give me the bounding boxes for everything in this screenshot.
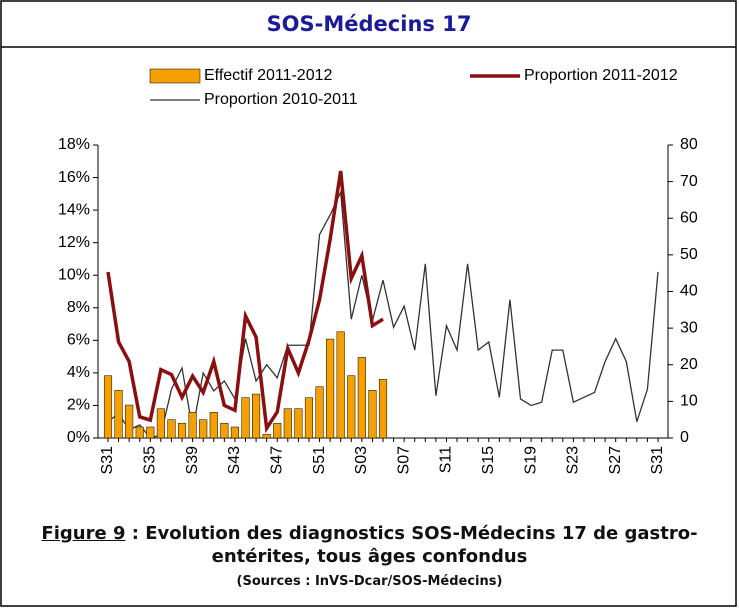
y-tick-label: 14% bbox=[58, 201, 90, 218]
bar bbox=[135, 426, 144, 439]
bar bbox=[188, 412, 197, 439]
bar bbox=[368, 390, 377, 439]
y-tick-label: 18% bbox=[58, 136, 90, 153]
y-tick-label: 4% bbox=[67, 364, 90, 381]
y2-tick-label: 30 bbox=[680, 319, 698, 336]
y-tick-label: 10% bbox=[58, 266, 90, 283]
x-tick-label: S07 bbox=[395, 446, 412, 475]
bar bbox=[167, 419, 176, 439]
legend-label: Effectif 2011-2012 bbox=[204, 67, 332, 84]
caption-text: : Evolution des diagnostics SOS-Médecins… bbox=[125, 523, 698, 567]
bar bbox=[114, 390, 123, 439]
y-tick-label: 16% bbox=[58, 169, 90, 186]
x-tick-label: S15 bbox=[480, 446, 497, 475]
bar bbox=[103, 375, 113, 439]
x-tick-label: S39 bbox=[184, 446, 201, 475]
bar bbox=[294, 408, 303, 439]
x-tick-label: S31 bbox=[99, 446, 116, 475]
caption-source: (Sources : InVS-Dcar/SOS-Médecins) bbox=[236, 574, 503, 589]
y2-tick-label: 10 bbox=[680, 393, 698, 410]
bar bbox=[378, 379, 388, 439]
bar bbox=[347, 375, 356, 439]
y-tick-label: 6% bbox=[67, 332, 90, 349]
line-series bbox=[107, 189, 659, 439]
y2-tick-label: 50 bbox=[680, 246, 698, 263]
x-tick-label: S43 bbox=[226, 446, 243, 475]
legend-swatch bbox=[149, 68, 201, 84]
y-tick-label: 0% bbox=[67, 429, 90, 446]
x-tick-label: S31 bbox=[649, 446, 666, 475]
bar bbox=[283, 408, 292, 439]
x-tick-label: S51 bbox=[311, 446, 328, 475]
bar bbox=[336, 331, 345, 439]
x-tick-label: S35 bbox=[142, 446, 159, 475]
x-tick-label: S03 bbox=[353, 446, 370, 475]
bar bbox=[273, 423, 282, 439]
x-tick-label: S47 bbox=[268, 446, 285, 475]
bar bbox=[220, 423, 229, 439]
y-tick-label: 12% bbox=[58, 234, 90, 251]
header-title: SOS-Médecins 17 bbox=[267, 12, 472, 36]
bar bbox=[177, 423, 187, 439]
bar bbox=[357, 357, 366, 439]
x-tick-label: S19 bbox=[522, 446, 539, 475]
y2-tick-label: 70 bbox=[680, 173, 698, 190]
bar bbox=[125, 404, 134, 439]
y2-tick-label: 60 bbox=[680, 209, 698, 226]
legend-label: Proportion 2010-2011 bbox=[204, 91, 358, 108]
bar bbox=[252, 393, 261, 439]
line-series bbox=[106, 170, 384, 434]
x-tick-label: S11 bbox=[438, 446, 455, 473]
bar bbox=[209, 412, 218, 439]
figure-label: Figure 9 bbox=[41, 523, 126, 544]
y2-tick-label: 20 bbox=[680, 356, 698, 373]
caption: Figure 9 : Evolution des diagnostics SOS… bbox=[20, 522, 719, 591]
y-tick-label: 8% bbox=[67, 299, 90, 316]
y2-tick-label: 40 bbox=[680, 283, 698, 300]
bar bbox=[241, 397, 250, 439]
y-tick-label: 2% bbox=[67, 397, 90, 414]
bar bbox=[326, 338, 335, 439]
x-tick-label: S27 bbox=[607, 446, 624, 475]
bar bbox=[230, 426, 239, 439]
bar bbox=[304, 397, 314, 439]
y2-tick-label: 80 bbox=[680, 136, 698, 153]
x-tick-label: S23 bbox=[565, 446, 582, 475]
legend-label: Proportion 2011-2012 bbox=[524, 67, 678, 84]
bar bbox=[156, 408, 165, 439]
y2-tick-label: 0 bbox=[680, 429, 689, 446]
bar bbox=[146, 426, 155, 439]
bar bbox=[315, 386, 324, 439]
bar bbox=[262, 434, 271, 439]
bar bbox=[199, 419, 208, 439]
